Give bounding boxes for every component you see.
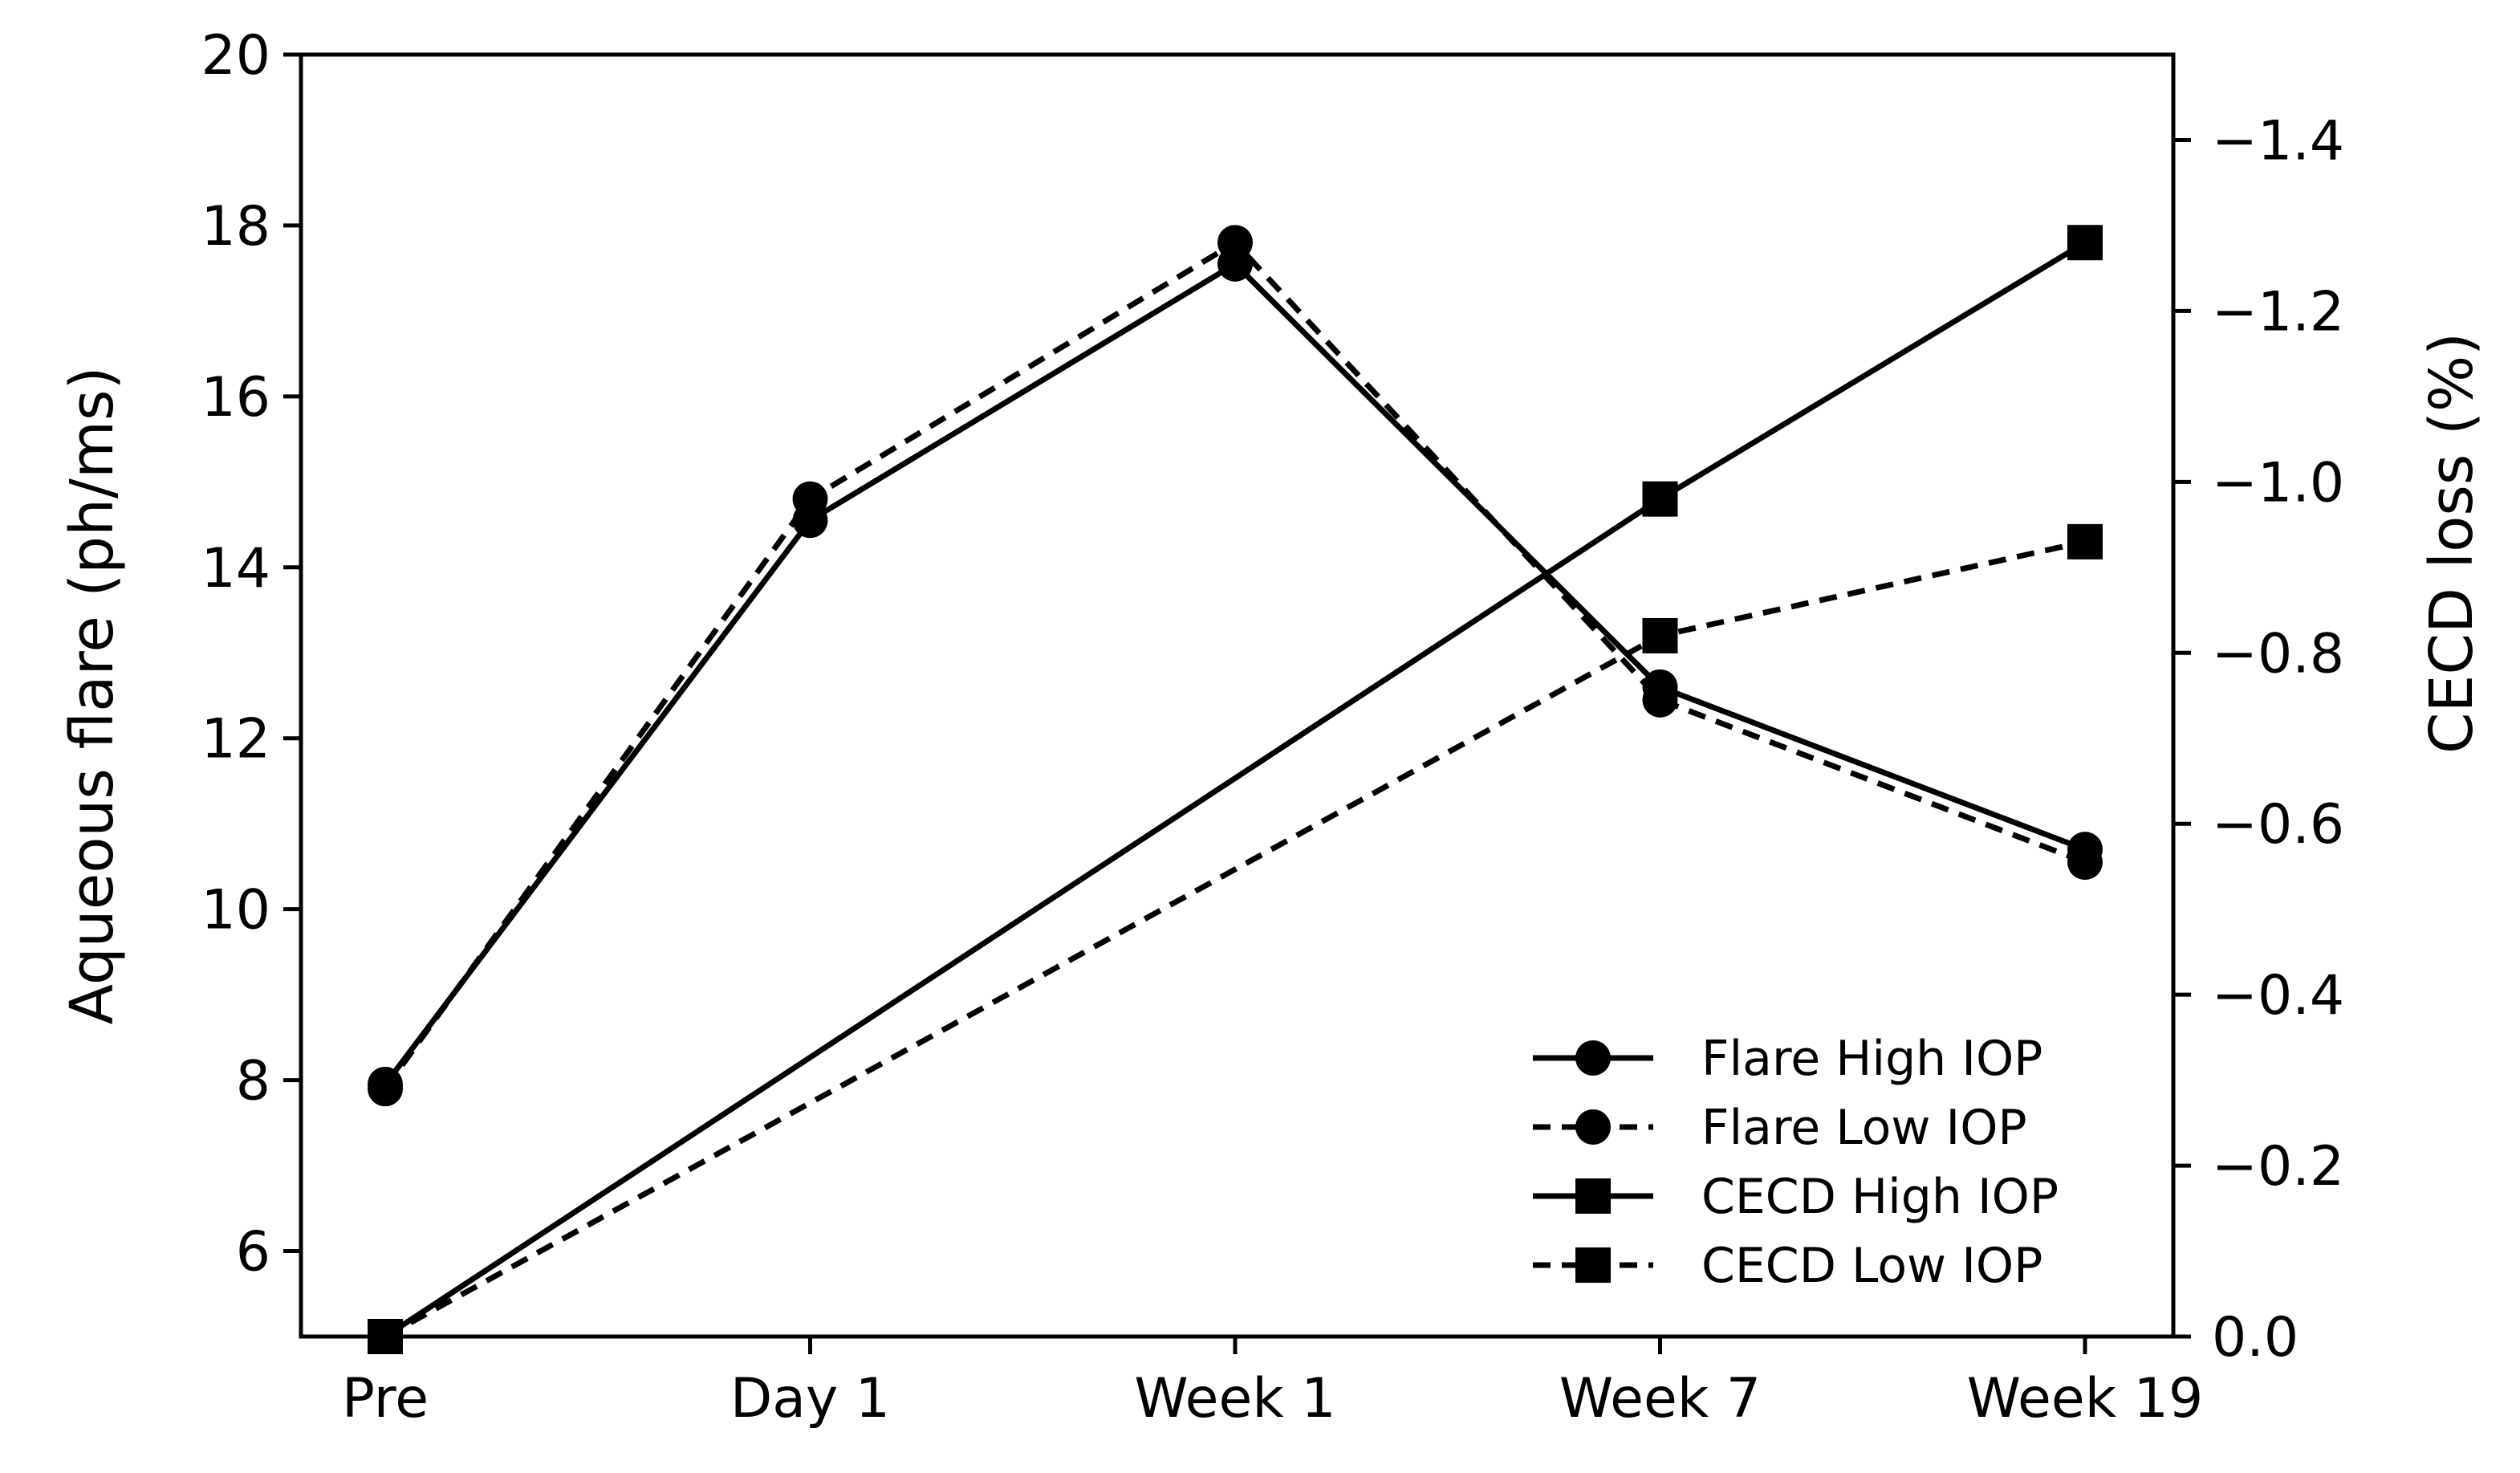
- legend-entry-flare-low-iop: Flare Low IOP: [1533, 1100, 2027, 1156]
- left-tick-label: 14: [201, 537, 270, 600]
- series-flare-low-iop: [368, 225, 2103, 1107]
- series-cecd-high-iop: [368, 225, 2103, 1354]
- data-point-cecd-low-iop: [2067, 523, 2103, 559]
- data-point-cecd-low-iop: [1642, 617, 1678, 653]
- legend: Flare High IOP Flare Low IOP CECD High IOP…: [1533, 1031, 2059, 1294]
- left-tick-label: 12: [201, 708, 270, 771]
- series-cecd-low-iop: [368, 523, 2103, 1354]
- x-tick-label: Pre: [342, 1367, 429, 1430]
- legend-label: CECD Low IOP: [1701, 1238, 2042, 1294]
- right-tick-label: −1.4: [2212, 109, 2344, 173]
- series-line-flare-high-iop: [383, 260, 2087, 1087]
- legend-label: Flare High IOP: [1701, 1031, 2042, 1087]
- legend-entry-flare-high-iop: Flare High IOP: [1533, 1031, 2042, 1087]
- data-point-flare-low-iop: [792, 481, 828, 517]
- right-tick-label: −0.8: [2212, 622, 2344, 686]
- legend-entry-cecd-low-iop: CECD Low IOP: [1533, 1238, 2042, 1294]
- right-tick-label: −0.4: [2212, 964, 2344, 1027]
- x-tick-label: Week 7: [1559, 1367, 1761, 1430]
- legend-marker: [1575, 1040, 1611, 1076]
- data-point-cecd-low-iop: [368, 1319, 403, 1354]
- series-flare-high-iop: [368, 246, 2103, 1102]
- axes: 6 8 10 12 14 16 18 20 0.0 −0.2 −0.4 −0.6 −0.8 −1.0 −1.…: [58, 24, 2486, 1430]
- series-line-flare-low-iop: [383, 238, 2087, 1091]
- left-tick-label: 18: [201, 195, 270, 258]
- x-tick-label: Week 1: [1134, 1367, 1335, 1430]
- right-axis-title: CECD loss (%): [2417, 332, 2486, 754]
- data-point-flare-low-iop: [1217, 225, 1253, 261]
- left-tick-label: 6: [236, 1221, 270, 1284]
- right-tick-label: −1.2: [2212, 280, 2344, 344]
- legend-marker: [1575, 1247, 1611, 1283]
- left-tick-label: 8: [236, 1050, 270, 1113]
- data-point-flare-low-iop: [2067, 844, 2103, 881]
- series-layer: [368, 225, 2103, 1354]
- left-tick-label: 20: [201, 24, 270, 87]
- right-tick-label: 0.0: [2212, 1306, 2298, 1369]
- data-point-flare-low-iop: [368, 1071, 403, 1107]
- left-tick-label: 16: [201, 366, 270, 429]
- x-tick-label: Week 19: [1967, 1367, 2203, 1430]
- data-point-cecd-high-iop: [2067, 225, 2103, 261]
- x-tick-label: Day 1: [730, 1367, 890, 1430]
- legend-marker: [1575, 1109, 1611, 1145]
- legend-label: CECD High IOP: [1701, 1169, 2059, 1225]
- data-point-flare-low-iop: [1642, 682, 1678, 718]
- legend-label: Flare Low IOP: [1701, 1100, 2027, 1156]
- right-tick-label: −1.0: [2212, 451, 2344, 515]
- legend-marker: [1575, 1178, 1611, 1214]
- right-tick-label: −0.2: [2212, 1135, 2344, 1198]
- right-tick-label: −0.6: [2212, 793, 2344, 857]
- data-point-cecd-high-iop: [1642, 481, 1678, 517]
- left-tick-label: 10: [201, 879, 270, 942]
- legend-entry-cecd-high-iop: CECD High IOP: [1533, 1169, 2059, 1225]
- left-axis-title: Aqueous flare (ph/ms): [58, 367, 127, 1025]
